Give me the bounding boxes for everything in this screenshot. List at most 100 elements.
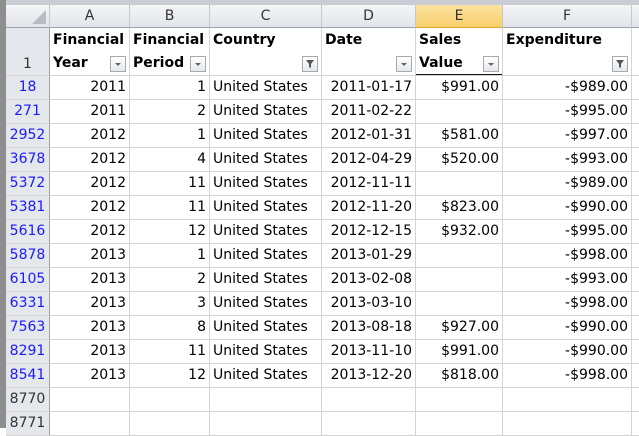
cell[interactable] bbox=[632, 316, 639, 340]
cell-date[interactable]: 2013-01-29 bbox=[322, 244, 416, 268]
header-cell[interactable]: Date bbox=[322, 28, 416, 76]
cell-period[interactable]: 1 bbox=[130, 76, 210, 100]
cell[interactable] bbox=[632, 148, 639, 172]
cell-date[interactable]: 2013-12-20 bbox=[322, 364, 416, 388]
cell-year[interactable]: 2011 bbox=[50, 76, 130, 100]
filter-dropdown-icon[interactable] bbox=[110, 56, 126, 72]
cell-period[interactable]: 12 bbox=[130, 364, 210, 388]
cell-exp[interactable]: -$989.00 bbox=[503, 172, 632, 196]
cell-year[interactable]: 2013 bbox=[50, 244, 130, 268]
cell-date[interactable]: 2011-01-17 bbox=[322, 76, 416, 100]
row-header[interactable]: 6105 bbox=[6, 268, 50, 292]
cell[interactable] bbox=[632, 124, 639, 148]
cell-sales[interactable]: $823.00 bbox=[416, 196, 503, 220]
cell-date[interactable]: 2013-11-10 bbox=[322, 340, 416, 364]
cell[interactable] bbox=[632, 172, 639, 196]
cell[interactable] bbox=[632, 268, 639, 292]
row-header[interactable]: 8771 bbox=[6, 412, 50, 436]
cell-exp[interactable]: -$990.00 bbox=[503, 196, 632, 220]
row-header[interactable]: 7563 bbox=[6, 316, 50, 340]
column-header-A[interactable]: A bbox=[50, 5, 130, 28]
cell[interactable] bbox=[50, 388, 130, 412]
column-header-C[interactable]: C bbox=[210, 5, 322, 28]
cell-date[interactable]: 2011-02-22 bbox=[322, 100, 416, 124]
cell-sales[interactable]: $932.00 bbox=[416, 220, 503, 244]
row-header[interactable]: 5381 bbox=[6, 196, 50, 220]
row-header[interactable]: 5878 bbox=[6, 244, 50, 268]
cell-year[interactable]: 2013 bbox=[50, 268, 130, 292]
cell-country[interactable]: United States bbox=[210, 244, 322, 268]
cell-year[interactable]: 2013 bbox=[50, 292, 130, 316]
header-cell[interactable]: Financial Period bbox=[130, 28, 210, 76]
row-header[interactable]: 8291 bbox=[6, 340, 50, 364]
cell[interactable] bbox=[632, 76, 639, 100]
row-header[interactable]: 271 bbox=[6, 100, 50, 124]
cell-date[interactable]: 2012-12-15 bbox=[322, 220, 416, 244]
cell-country[interactable]: United States bbox=[210, 364, 322, 388]
row-header[interactable]: 1 bbox=[6, 28, 50, 76]
cell-year[interactable]: 2011 bbox=[50, 100, 130, 124]
row-header[interactable]: 5616 bbox=[6, 220, 50, 244]
cell[interactable] bbox=[210, 388, 322, 412]
cell-exp[interactable]: -$998.00 bbox=[503, 244, 632, 268]
cell-year[interactable]: 2013 bbox=[50, 364, 130, 388]
cell[interactable] bbox=[632, 244, 639, 268]
cell-year[interactable]: 2012 bbox=[50, 172, 130, 196]
cell-sales[interactable] bbox=[416, 268, 503, 292]
cell-date[interactable]: 2012-11-11 bbox=[322, 172, 416, 196]
cell-exp[interactable]: -$995.00 bbox=[503, 100, 632, 124]
cell-period[interactable]: 1 bbox=[130, 124, 210, 148]
cell[interactable] bbox=[130, 412, 210, 436]
cell-country[interactable]: United States bbox=[210, 148, 322, 172]
cell-country[interactable]: United States bbox=[210, 340, 322, 364]
cell-date[interactable]: 2012-01-31 bbox=[322, 124, 416, 148]
cell[interactable] bbox=[632, 412, 639, 436]
select-all-button[interactable] bbox=[6, 5, 50, 28]
filter-dropdown-icon[interactable] bbox=[190, 56, 206, 72]
cell-country[interactable]: United States bbox=[210, 268, 322, 292]
filter-dropdown-icon[interactable] bbox=[396, 56, 412, 72]
cell-year[interactable]: 2012 bbox=[50, 196, 130, 220]
header-cell[interactable]: Country bbox=[210, 28, 322, 76]
cell-period[interactable]: 12 bbox=[130, 220, 210, 244]
cell-year[interactable]: 2012 bbox=[50, 124, 130, 148]
cell[interactable] bbox=[210, 412, 322, 436]
cell[interactable] bbox=[632, 364, 639, 388]
cell-year[interactable]: 2012 bbox=[50, 148, 130, 172]
column-header-B[interactable]: B bbox=[130, 5, 210, 28]
row-header[interactable]: 6331 bbox=[6, 292, 50, 316]
cell-sales[interactable]: $520.00 bbox=[416, 148, 503, 172]
cell[interactable] bbox=[632, 340, 639, 364]
cell[interactable] bbox=[50, 412, 130, 436]
cell[interactable] bbox=[632, 100, 639, 124]
cell-exp[interactable]: -$995.00 bbox=[503, 220, 632, 244]
cell[interactable] bbox=[416, 388, 503, 412]
cell-sales[interactable] bbox=[416, 172, 503, 196]
cell-year[interactable]: 2012 bbox=[50, 220, 130, 244]
cell-country[interactable]: United States bbox=[210, 316, 322, 340]
cell[interactable] bbox=[632, 292, 639, 316]
cell-country[interactable]: United States bbox=[210, 220, 322, 244]
cell-period[interactable]: 11 bbox=[130, 172, 210, 196]
filter-applied-icon[interactable] bbox=[612, 56, 628, 72]
cell-country[interactable]: United States bbox=[210, 292, 322, 316]
cell-period[interactable]: 11 bbox=[130, 340, 210, 364]
cell-date[interactable]: 2013-02-08 bbox=[322, 268, 416, 292]
cell-sales[interactable] bbox=[416, 100, 503, 124]
cell-period[interactable]: 1 bbox=[130, 244, 210, 268]
cell-exp[interactable]: -$998.00 bbox=[503, 364, 632, 388]
cell[interactable] bbox=[632, 220, 639, 244]
cell-date[interactable]: 2012-11-20 bbox=[322, 196, 416, 220]
column-header-D[interactable]: D bbox=[322, 5, 416, 28]
cell[interactable] bbox=[322, 412, 416, 436]
cell-sales[interactable] bbox=[416, 244, 503, 268]
row-header[interactable]: 2952 bbox=[6, 124, 50, 148]
cell-country[interactable]: United States bbox=[210, 100, 322, 124]
column-header-F[interactable]: F bbox=[503, 5, 632, 28]
cell[interactable] bbox=[416, 412, 503, 436]
cell-sales[interactable]: $818.00 bbox=[416, 364, 503, 388]
cell-country[interactable]: United States bbox=[210, 196, 322, 220]
column-header-E[interactable]: E bbox=[416, 5, 503, 28]
cell-date[interactable]: 2013-08-18 bbox=[322, 316, 416, 340]
filter-dropdown-icon[interactable] bbox=[483, 56, 499, 72]
